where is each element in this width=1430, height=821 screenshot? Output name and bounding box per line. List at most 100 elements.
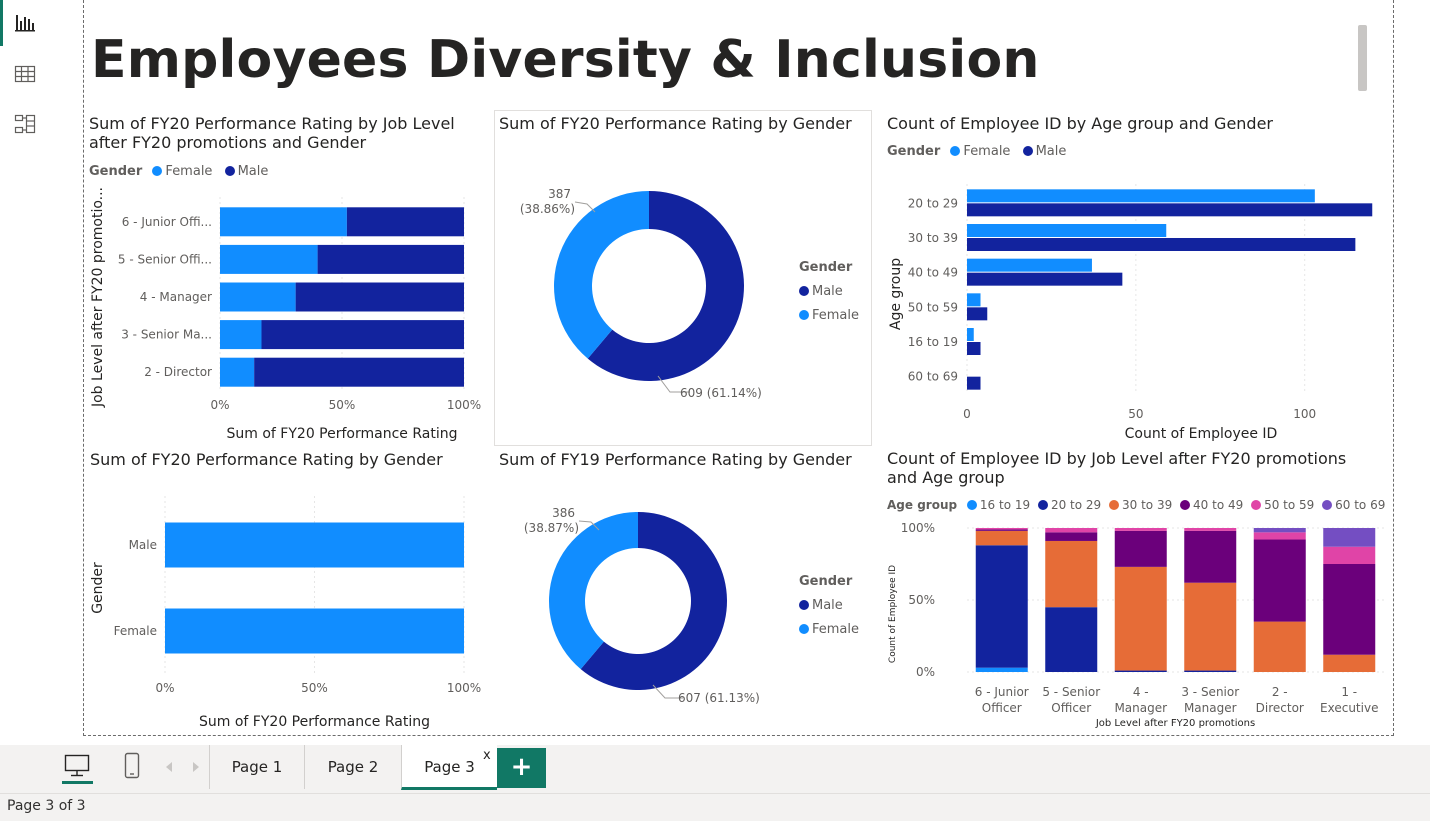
category-label: 20 to 29 (908, 196, 958, 210)
category-label: Officer (1051, 701, 1091, 715)
bar (967, 238, 1356, 251)
v2-chart[interactable]: 609 (61.14%) 387(38.86%) (495, 140, 871, 440)
bar (967, 224, 1167, 237)
desktop-layout-icon[interactable] (63, 753, 91, 779)
bar-segment (1045, 607, 1098, 672)
bar-segment (1184, 582, 1237, 671)
v1-legend[interactable]: Gender Female Male (89, 164, 276, 179)
v5-chart[interactable]: 607 (61.13%) 386(38.87%) (495, 474, 871, 734)
close-tab-icon[interactable]: x (483, 748, 491, 763)
donut-slice (587, 191, 744, 381)
category-label: 6 - Junior Offi... (122, 215, 212, 229)
view-rail (0, 0, 51, 745)
v6-legend[interactable]: Age group 16 to 19 20 to 29 30 to 39 40 … (887, 498, 1385, 512)
bar-segment (1253, 539, 1306, 622)
x-axis-title: Job Level after FY20 promotions (1095, 718, 1255, 729)
v6-legend-30-39[interactable]: 30 to 39 (1109, 498, 1172, 512)
slice-value-label: 387 (548, 187, 571, 201)
bar-segment (1323, 654, 1376, 672)
v4-chart[interactable]: 0% 50% 100% Male Female Sum of FY20 Performan… (84, 476, 484, 734)
bar-segment (975, 529, 1028, 531)
data-view-icon[interactable] (12, 61, 38, 87)
v6-legend-50-59[interactable]: 50 to 59 (1251, 498, 1314, 512)
layout-active-indicator (62, 781, 93, 784)
female-swatch (950, 146, 961, 156)
y-tick-label: 50% (908, 593, 935, 607)
category-label: 30 to 39 (908, 231, 958, 245)
slice-percent-label: (38.86%) (520, 202, 575, 216)
v2-legend-title: Gender (799, 260, 853, 275)
v3-title: Count of Employee ID by Age group and Ge… (887, 114, 1274, 133)
bar-segment (165, 522, 464, 568)
model-view-icon[interactable] (12, 111, 38, 137)
donut-slice (580, 512, 727, 690)
mobile-layout-icon[interactable] (122, 751, 142, 781)
v3-legend-female[interactable]: Female (950, 144, 1010, 159)
female-swatch (799, 310, 809, 320)
category-label: Manager (1184, 701, 1237, 715)
y-tick-label: 100% (901, 521, 935, 535)
v6-legend-16-19[interactable]: 16 to 19 (966, 498, 1030, 512)
canvas-scrollbar[interactable] (1358, 25, 1367, 91)
category-label: 1 - (1341, 685, 1357, 699)
v2-legend-female[interactable]: Female (799, 304, 859, 328)
slice-percent-label: (38.87%) (524, 521, 579, 535)
x-axis-title: Count of Employee ID (1125, 426, 1278, 442)
age-50-59-swatch (1251, 500, 1262, 510)
slice-data-label: 607 (61.13%) (678, 691, 760, 705)
bar-segment (1253, 621, 1306, 672)
report-view-icon[interactable] (12, 10, 38, 36)
v1-chart[interactable]: 0% 50% 100% 6 - Junior Offi... 5 - Senior Of… (84, 186, 484, 448)
category-label: Manager (1114, 701, 1167, 715)
age-16-19-swatch (966, 500, 977, 510)
v6-legend-20-29[interactable]: 20 to 29 (1037, 498, 1101, 512)
v5-legend-female[interactable]: Female (799, 618, 859, 642)
age-30-39-swatch (1109, 500, 1119, 510)
v6-legend-40-49[interactable]: 40 to 49 (1180, 498, 1243, 512)
category-label: Executive (1320, 701, 1378, 715)
tab-page-3[interactable]: Page 3 (401, 745, 497, 790)
slice-data-label: 609 (61.14%) (680, 386, 762, 400)
male-swatch (799, 600, 809, 610)
category-label: 4 - Manager (140, 290, 212, 304)
v1-title: Sum of FY20 Performance Rating by Job Le… (89, 114, 455, 152)
bar-segment (1114, 530, 1167, 567)
bar (967, 376, 981, 390)
v5-legend-male[interactable]: Male (799, 594, 859, 618)
v2-title: Sum of FY20 Performance Rating by Gender (499, 114, 852, 133)
bar-segment (1045, 540, 1098, 608)
category-label: 5 - Senior Offi... (118, 252, 212, 266)
v3-chart[interactable]: 0 50 100 20 to 29 30 to 39 40 to 49 50 to 59 16… (884, 178, 1388, 448)
bar-segment (1184, 670, 1237, 672)
add-page-button[interactable]: + (497, 748, 546, 788)
previous-page-icon[interactable] (163, 760, 175, 774)
category-label: 16 to 19 (908, 335, 958, 349)
age-60-69-swatch (1322, 500, 1333, 510)
v3-legend[interactable]: Gender Female Male (887, 144, 1074, 159)
bar-segment (220, 357, 255, 387)
bar-segment (1323, 528, 1376, 547)
v6-legend-60-69[interactable]: 60 to 69 (1322, 498, 1385, 512)
v5-legend[interactable]: Gender Male Female (799, 570, 859, 642)
leader-line (657, 375, 690, 393)
bar-segment (1114, 670, 1167, 672)
v2-legend[interactable]: Gender Male Female (799, 256, 859, 328)
v6-chart[interactable]: 0% 50% 100% 6 - Junior Officer 5 - Senior Offi… (884, 518, 1388, 734)
bar (967, 328, 974, 341)
next-page-icon[interactable] (190, 760, 202, 774)
v1-legend-female[interactable]: Female (152, 164, 212, 179)
tab-page-1[interactable]: Page 1 (209, 745, 304, 789)
v3-legend-male[interactable]: Male (1022, 144, 1066, 159)
bar (967, 342, 981, 355)
bar-segment (1323, 546, 1376, 564)
v2-legend-male[interactable]: Male (799, 280, 859, 304)
bar-segment (1323, 564, 1376, 655)
v1-legend-male[interactable]: Male (224, 164, 268, 179)
age-40-49-swatch (1180, 500, 1191, 510)
v2-visual-border (494, 110, 872, 446)
bar-segment (220, 320, 262, 350)
x-tick-label: 100% (447, 681, 481, 695)
tab-page-2[interactable]: Page 2 (304, 745, 401, 789)
y-tick-label: 0% (916, 665, 935, 679)
bar-segment (1045, 532, 1098, 541)
